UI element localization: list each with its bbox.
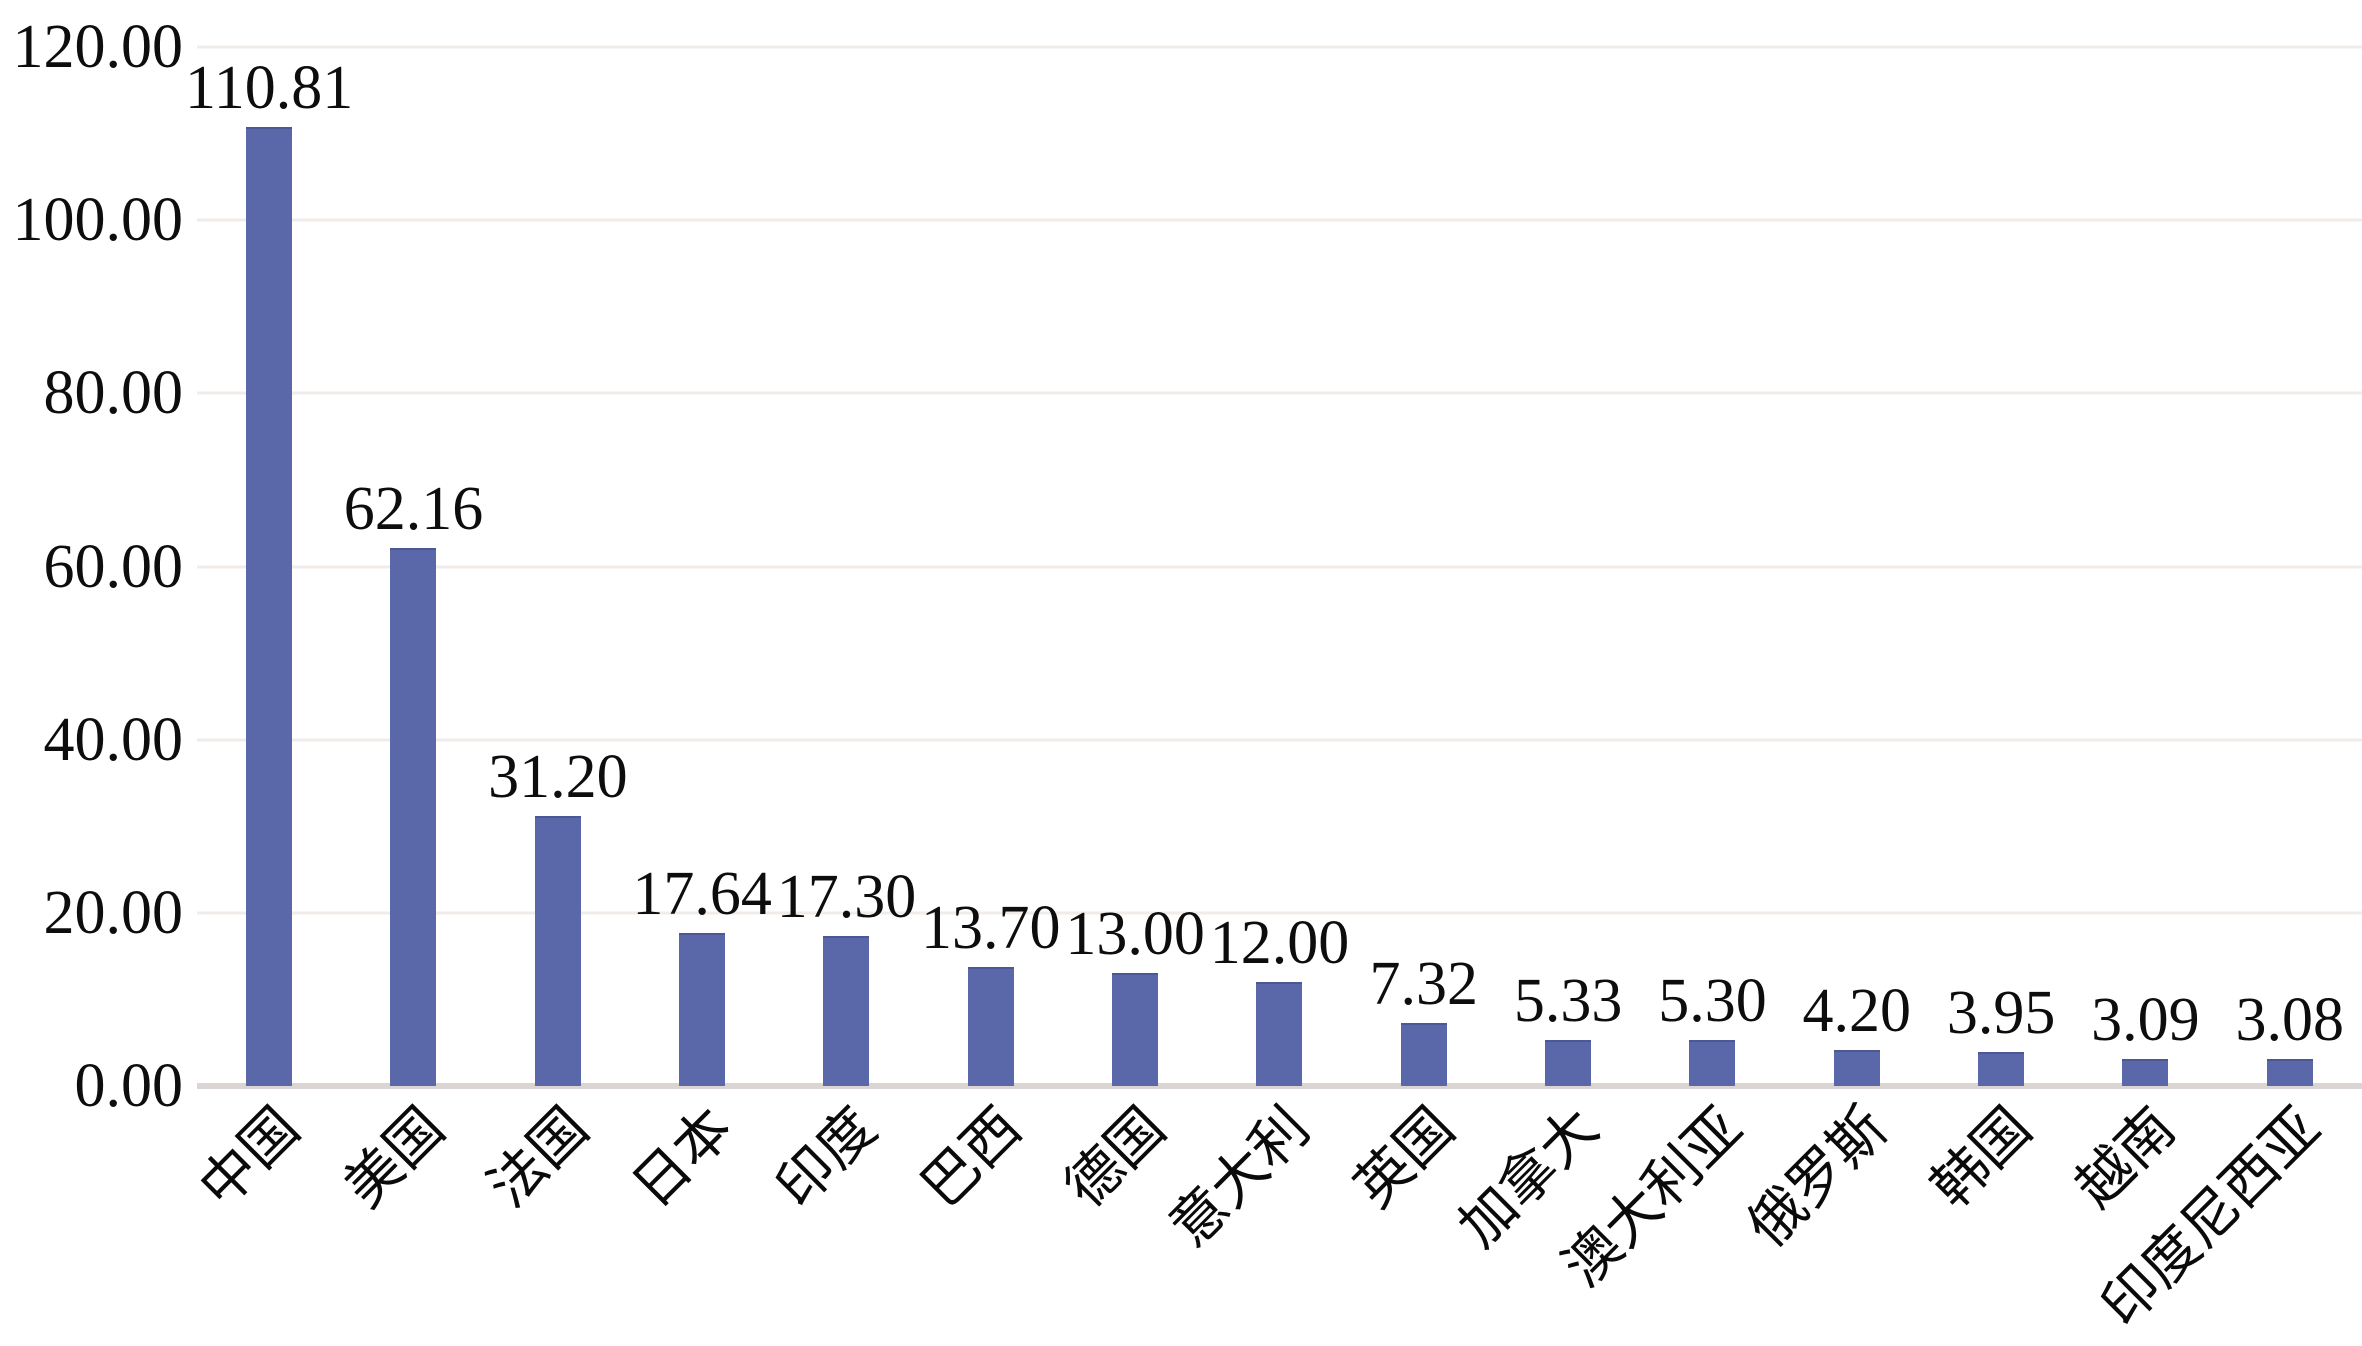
value-label: 13.70 — [921, 894, 1061, 963]
x-category-label: 韩国 — [1919, 1095, 2045, 1221]
bar-slot: 3.08 印度尼西亚 — [2089, 47, 2362, 1339]
bar — [2122, 1059, 2169, 1086]
y-tick-label: 100.00 — [12, 186, 184, 255]
bar-slot: 5.30 澳大利亚 — [1551, 47, 1784, 1299]
bar — [1689, 1040, 1736, 1086]
bar — [1400, 1022, 1447, 1086]
x-axis-line — [197, 1083, 2362, 1089]
y-tick-label: 40.00 — [43, 705, 184, 774]
value-label: 62.16 — [343, 474, 484, 543]
value-label: 31.20 — [488, 742, 628, 811]
bar-slots: 110.81 中国 62.16 美国 31.20 法国 17.64 日本 17.30 印度 13.7… — [185, 47, 2362, 1340]
x-category-label: 越南 — [2063, 1095, 2189, 1221]
y-tick-label: 20.00 — [43, 878, 184, 947]
bar-slot: 110.81 中国 — [185, 47, 353, 1221]
x-category-label: 英国 — [1341, 1095, 1467, 1221]
bar — [246, 126, 293, 1086]
x-category-label: 美国 — [331, 1095, 457, 1221]
bar-slot: 62.16 美国 — [331, 47, 485, 1221]
y-tick-label: 60.00 — [43, 532, 184, 601]
bar — [1978, 1051, 2025, 1086]
gridline — [197, 45, 2362, 49]
x-category-label: 中国 — [187, 1095, 313, 1221]
bar — [823, 936, 870, 1086]
bar — [390, 547, 437, 1086]
plot-area: 110.81 中国 62.16 美国 31.20 法国 17.64 日本 17.30 印度 13.7… — [185, 45, 2362, 1340]
value-label: 17.64 — [632, 860, 772, 929]
bar-slot: 12.00 意大利 — [1158, 47, 1351, 1260]
bar — [679, 933, 726, 1086]
value-label: 12.00 — [1209, 909, 1350, 978]
bar-slot: 13.00 德国 — [1053, 47, 1207, 1220]
bar-slot: 31.20 法国 — [476, 47, 630, 1220]
value-label: 5.30 — [1658, 967, 1767, 1036]
gridline — [197, 738, 2362, 742]
bar — [1833, 1049, 1880, 1086]
bar-slot: 4.20 俄罗斯 — [1735, 47, 1929, 1260]
x-category-label: 巴西 — [908, 1095, 1034, 1221]
bar-slot: 17.30 印度 — [764, 47, 918, 1220]
x-category-label: 德国 — [1053, 1095, 1179, 1221]
bar-slot: 17.64 日本 — [620, 47, 774, 1220]
x-category-label: 日本 — [620, 1095, 746, 1221]
value-label: 5.33 — [1513, 966, 1623, 1035]
bar — [1112, 973, 1159, 1086]
y-tick-label: 120.00 — [12, 13, 184, 81]
bar-slot: 5.33 加拿大 — [1447, 47, 1640, 1260]
value-label: 4.20 — [1802, 976, 1912, 1045]
value-label: 3.08 — [2235, 986, 2345, 1055]
bar-slot: 3.95 韩国 — [1919, 47, 2073, 1221]
bar — [1545, 1039, 1592, 1086]
y-axis-tick-labels: 0.00 20.00 40.00 60.00 80.00 100.00 120.00 — [0, 16, 184, 1117]
gridline — [197, 565, 2362, 568]
bar-slot: 13.70 巴西 — [909, 47, 1063, 1220]
bar — [2266, 1059, 2313, 1086]
value-label: 3.09 — [2091, 986, 2200, 1055]
y-tick-label: 0.00 — [74, 1052, 184, 1120]
y-tick-label: 80.00 — [43, 359, 184, 428]
bar — [534, 815, 581, 1086]
gridline — [197, 391, 2362, 395]
bar-slot: 3.09 越南 — [2063, 47, 2217, 1220]
x-category-label: 法国 — [475, 1095, 601, 1221]
x-category-label: 俄罗斯 — [1735, 1095, 1900, 1260]
bar — [1256, 982, 1303, 1086]
value-label: 110.81 — [185, 53, 354, 122]
x-category-label: 印度 — [764, 1095, 890, 1221]
value-label: 13.00 — [1065, 900, 1205, 969]
x-category-label: 意大利 — [1157, 1095, 1323, 1260]
value-label: 7.32 — [1369, 949, 1479, 1018]
gridline — [197, 218, 2362, 222]
bar — [967, 967, 1014, 1086]
value-label: 17.30 — [776, 863, 917, 932]
value-label: 3.95 — [1946, 978, 2056, 1047]
gridline — [197, 911, 2362, 915]
bar-slot: 7.32 英国 — [1342, 47, 1496, 1221]
